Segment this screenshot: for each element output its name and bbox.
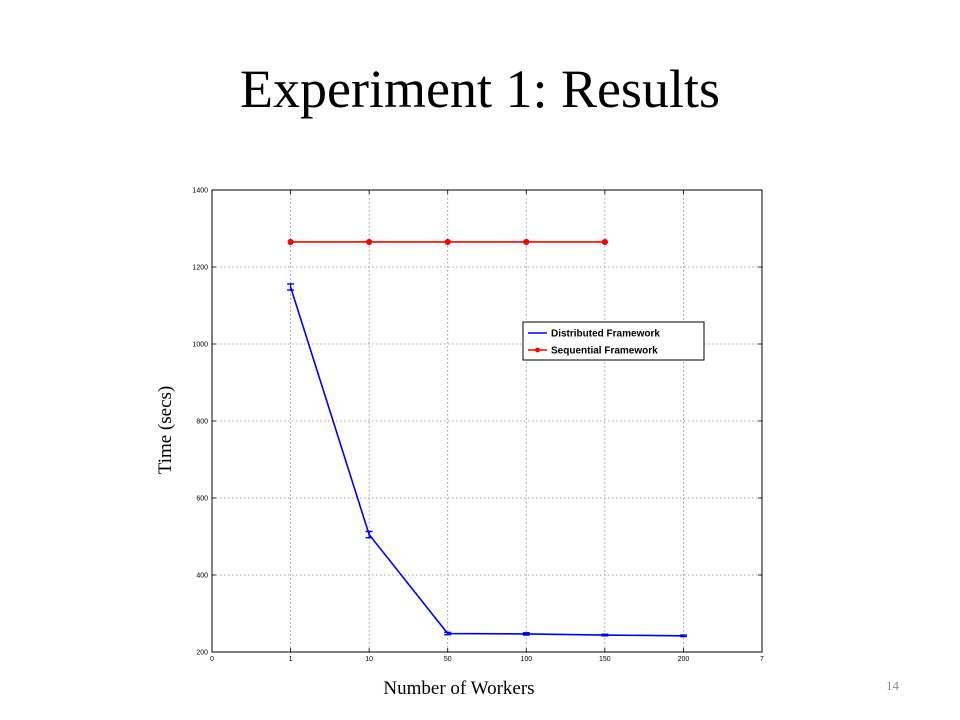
distributed-framework-error-bar xyxy=(679,634,687,638)
axes: 0 1 10 50 100 150 200 7 200 400 600 800 1000 1200 1400 xyxy=(192,188,764,664)
legend-label-sequential-framework: Sequential Framework xyxy=(551,346,658,357)
y-tick-label: 1200 xyxy=(192,265,208,272)
y-axis-label: Time (secs) xyxy=(155,385,176,475)
y-tick-label: 400 xyxy=(196,573,208,580)
y-tick-label: 800 xyxy=(196,419,208,426)
distributed-framework-error-bar xyxy=(444,631,452,636)
legend: Distributed Framework Sequential Framewor… xyxy=(522,321,705,361)
sequential-framework-point xyxy=(601,238,608,246)
page-number: 14 xyxy=(886,678,899,693)
legend-label-distributed-framework: Distributed Framework xyxy=(551,329,660,340)
x-tick-label: 100 xyxy=(520,656,532,663)
y-tick-label: 200 xyxy=(196,650,208,657)
x-tick-label: 0 xyxy=(210,656,214,663)
y-tick-label: 600 xyxy=(196,496,208,503)
distributed-framework-error-bar xyxy=(365,530,373,539)
series-layer xyxy=(287,238,687,638)
sequential-framework-point xyxy=(444,238,451,246)
sequential-framework-point xyxy=(366,238,373,246)
distributed-framework-error-bar xyxy=(601,633,609,637)
y-tick-label: 1400 xyxy=(192,188,208,195)
sequential-framework-point xyxy=(287,238,294,246)
x-tick-label: 150 xyxy=(599,656,611,663)
distributed-framework-line xyxy=(289,286,684,637)
distributed-framework-error-bar xyxy=(522,632,530,636)
x-axis-label: Number of Workers xyxy=(383,678,535,699)
x-tick-label: 10 xyxy=(365,656,373,663)
grid xyxy=(212,190,762,652)
distributed-framework-error-bar xyxy=(287,283,295,291)
x-tick-label: 7 xyxy=(760,656,764,663)
legend-marker-sequential-framework xyxy=(535,347,540,353)
x-tick-label: 1 xyxy=(289,656,293,663)
plot-area xyxy=(211,189,763,653)
x-tick-label: 50 xyxy=(444,656,452,663)
sequential-framework-point xyxy=(523,238,530,246)
slide-title: Experiment 1: Results xyxy=(240,59,720,119)
y-tick-label: 1000 xyxy=(192,342,208,349)
x-tick-label: 200 xyxy=(678,656,690,663)
legend-box xyxy=(522,321,705,361)
